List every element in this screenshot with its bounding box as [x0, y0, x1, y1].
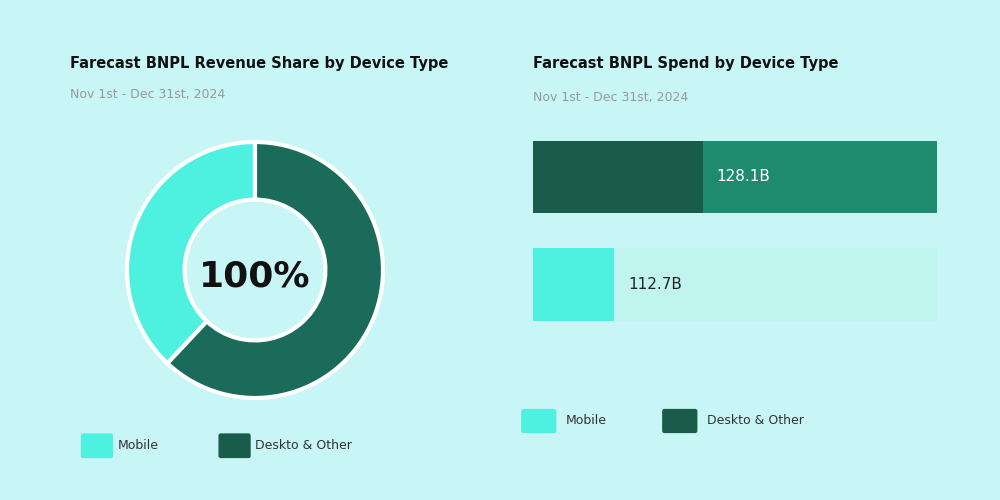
- Text: Nov 1st - Dec 31st, 2024: Nov 1st - Dec 31st, 2024: [70, 88, 225, 101]
- FancyBboxPatch shape: [521, 409, 556, 433]
- Text: 112.7B: 112.7B: [628, 277, 682, 292]
- FancyBboxPatch shape: [662, 409, 697, 433]
- Text: Mobile: Mobile: [117, 440, 158, 452]
- FancyBboxPatch shape: [614, 248, 937, 321]
- Wedge shape: [167, 142, 383, 398]
- Text: Deskto & Other: Deskto & Other: [255, 440, 352, 452]
- Text: 128.1B: 128.1B: [717, 170, 771, 184]
- FancyBboxPatch shape: [533, 248, 614, 321]
- FancyBboxPatch shape: [81, 434, 113, 458]
- Text: Farecast BNPL Spend by Device Type: Farecast BNPL Spend by Device Type: [533, 56, 838, 71]
- Text: 100%: 100%: [199, 260, 311, 294]
- FancyBboxPatch shape: [703, 140, 937, 213]
- Wedge shape: [127, 142, 255, 364]
- Text: Nov 1st - Dec 31st, 2024: Nov 1st - Dec 31st, 2024: [533, 91, 688, 104]
- Text: Deskto & Other: Deskto & Other: [707, 414, 804, 428]
- FancyBboxPatch shape: [533, 140, 703, 213]
- Text: Mobile: Mobile: [566, 414, 607, 428]
- FancyBboxPatch shape: [218, 434, 251, 458]
- Text: Farecast BNPL Revenue Share by Device Type: Farecast BNPL Revenue Share by Device Ty…: [70, 56, 448, 72]
